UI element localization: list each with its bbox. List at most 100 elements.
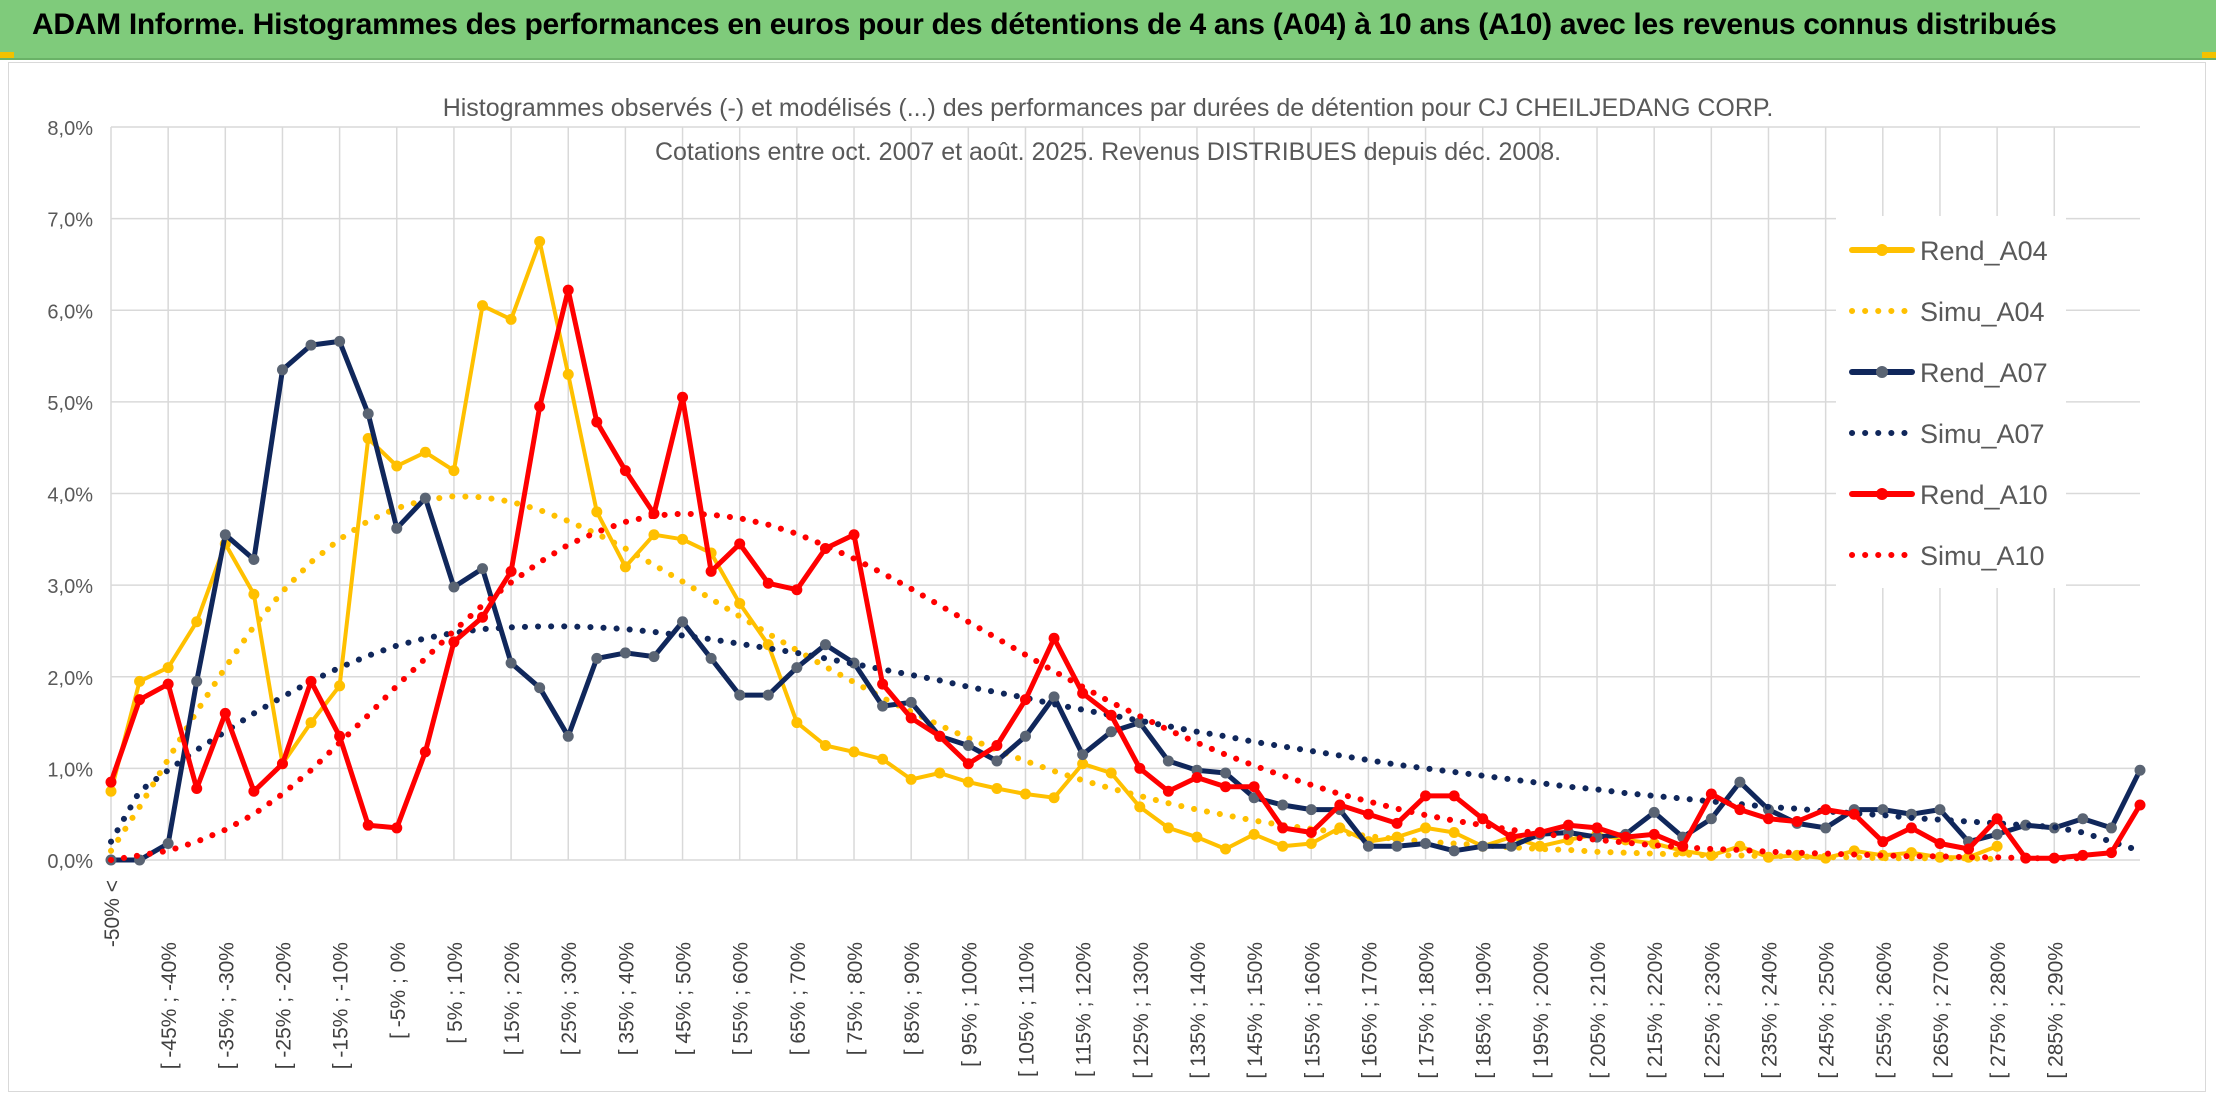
point-rend-a07 (1705, 813, 1717, 825)
point-rend-a07 (334, 335, 346, 347)
x-tick-label: [ 205% ; 210% (1587, 942, 1610, 1079)
point-rend-a04 (334, 680, 346, 692)
point-rend-a04 (448, 465, 460, 477)
point-rend-a10 (934, 730, 946, 742)
corner-accent-left (0, 52, 14, 58)
x-tick-label: [ -35% ; -30% (215, 942, 238, 1069)
x-tick-label: [ 105% ; 110% (1015, 942, 1038, 1077)
point-rend-a04 (1991, 840, 2003, 852)
x-tick-label: [ 275% ; 280% (1987, 942, 2010, 1079)
point-rend-a07 (2105, 822, 2117, 834)
point-rend-a10 (1734, 804, 1746, 816)
banner-title: ADAM Informe. Histogrammes des performan… (32, 8, 2057, 41)
point-rend-a07 (362, 408, 374, 420)
axis-layer: 0,0% 1,0% 2,0% 3,0% 4,0% 5,0% 6,0% 7,0% 8,0% -50%… (47, 118, 2067, 1079)
x-tick-label: [ 195% ; 200% (1530, 942, 1553, 1079)
point-rend-a07 (562, 730, 574, 742)
point-rend-a10 (505, 565, 517, 577)
legend-label-simu-a07: Simu_A07 (1920, 419, 2045, 449)
point-rend-a07 (1019, 730, 1031, 742)
point-rend-a10 (1620, 831, 1632, 843)
point-rend-a10 (248, 785, 260, 797)
point-rend-a04 (819, 739, 831, 751)
x-tick-label: [ 95% ; 100% (958, 942, 981, 1067)
point-rend-a10 (134, 694, 146, 706)
point-rend-a04 (991, 783, 1003, 795)
x-tick-label: [ 225% ; 230% (1701, 942, 1724, 1079)
x-tick-label: [ 35% ; 40% (615, 942, 638, 1055)
point-rend-a07 (477, 563, 489, 575)
point-rend-a04 (505, 313, 517, 325)
point-rend-a07 (1934, 804, 1946, 816)
legend-layer: Rend_A04 Simu_A04 Rend_A07 Simu_A07 Rend_A10… (1836, 216, 2066, 588)
y-tick-label: 4,0% (47, 485, 93, 507)
point-rend-a10 (1391, 817, 1403, 829)
point-rend-a04 (905, 773, 917, 785)
chart-subtitle: Cotations entre oct. 2007 et août. 2025.… (655, 138, 1561, 166)
point-rend-a10 (362, 819, 374, 831)
point-rend-a10 (562, 284, 574, 296)
point-rend-a04 (1220, 843, 1232, 855)
point-rend-a10 (477, 611, 489, 623)
point-rend-a10 (1562, 819, 1574, 831)
point-rend-a10 (1162, 785, 1174, 797)
point-rend-a10 (2134, 799, 2146, 811)
point-rend-a07 (2077, 813, 2089, 825)
grid-layer (110, 126, 2140, 861)
point-rend-a07 (1820, 822, 1832, 834)
x-tick-label: [ 175% ; 180% (1416, 942, 1439, 1079)
point-rend-a07 (905, 696, 917, 708)
point-rend-a07 (1477, 840, 1489, 852)
y-tick-label: 6,0% (47, 301, 93, 323)
point-rend-a07 (848, 657, 860, 669)
point-rend-a10 (1820, 804, 1832, 816)
point-rend-a04 (105, 785, 117, 797)
point-rend-a10 (1305, 827, 1317, 839)
point-rend-a04 (162, 662, 174, 674)
point-rend-a10 (1191, 772, 1203, 784)
point-rend-a07 (1420, 838, 1432, 850)
point-rend-a07 (505, 657, 517, 669)
point-rend-a04 (1048, 792, 1060, 804)
point-rend-a07 (191, 675, 203, 687)
point-rend-a10 (619, 465, 631, 477)
point-rend-a07 (1991, 828, 2003, 840)
point-rend-a10 (1134, 762, 1146, 774)
point-rend-a07 (419, 492, 431, 504)
point-rend-a07 (534, 682, 546, 694)
point-rend-a07 (1734, 776, 1746, 788)
point-rend-a10 (791, 584, 803, 596)
point-rend-a10 (1848, 808, 1860, 820)
x-tick-label: [ 165% ; 170% (1358, 942, 1381, 1079)
point-rend-a10 (734, 538, 746, 550)
x-tick-label: -50% < (101, 880, 124, 947)
point-rend-a10 (762, 577, 774, 589)
point-rend-a10 (1934, 838, 1946, 850)
banner: ADAM Informe. Histogrammes des performan… (0, 0, 2216, 60)
x-tick-label: [ 75% ; 80% (844, 942, 867, 1055)
x-tick-label: [ 65% ; 70% (787, 942, 810, 1055)
point-rend-a10 (2077, 849, 2089, 861)
point-rend-a04 (962, 776, 974, 788)
point-rend-a04 (305, 717, 317, 729)
point-rend-a07 (1277, 799, 1289, 811)
x-tick-label: [ -5% ; 0% (387, 942, 410, 1039)
point-rend-a10 (677, 391, 689, 403)
point-rend-a10 (1963, 843, 1975, 855)
point-rend-a04 (248, 588, 260, 600)
x-tick-label: [ 185% ; 190% (1473, 942, 1496, 1079)
point-rend-a07 (1048, 691, 1060, 703)
point-rend-a07 (877, 700, 889, 712)
point-rend-a10 (1334, 799, 1346, 811)
point-rend-a07 (791, 662, 803, 674)
point-rend-a10 (705, 565, 717, 577)
point-rend-a10 (105, 776, 117, 788)
point-rend-a07 (991, 755, 1003, 767)
point-rend-a07 (1105, 726, 1117, 738)
point-rend-a10 (1591, 822, 1603, 834)
point-rend-a10 (1362, 808, 1374, 820)
point-rend-a04 (362, 433, 374, 445)
x-tick-label: [ 215% ; 220% (1644, 942, 1667, 1079)
chart-title: Histogrammes observés (-) et modélisés (… (443, 94, 1774, 122)
point-rend-a04 (134, 675, 146, 687)
